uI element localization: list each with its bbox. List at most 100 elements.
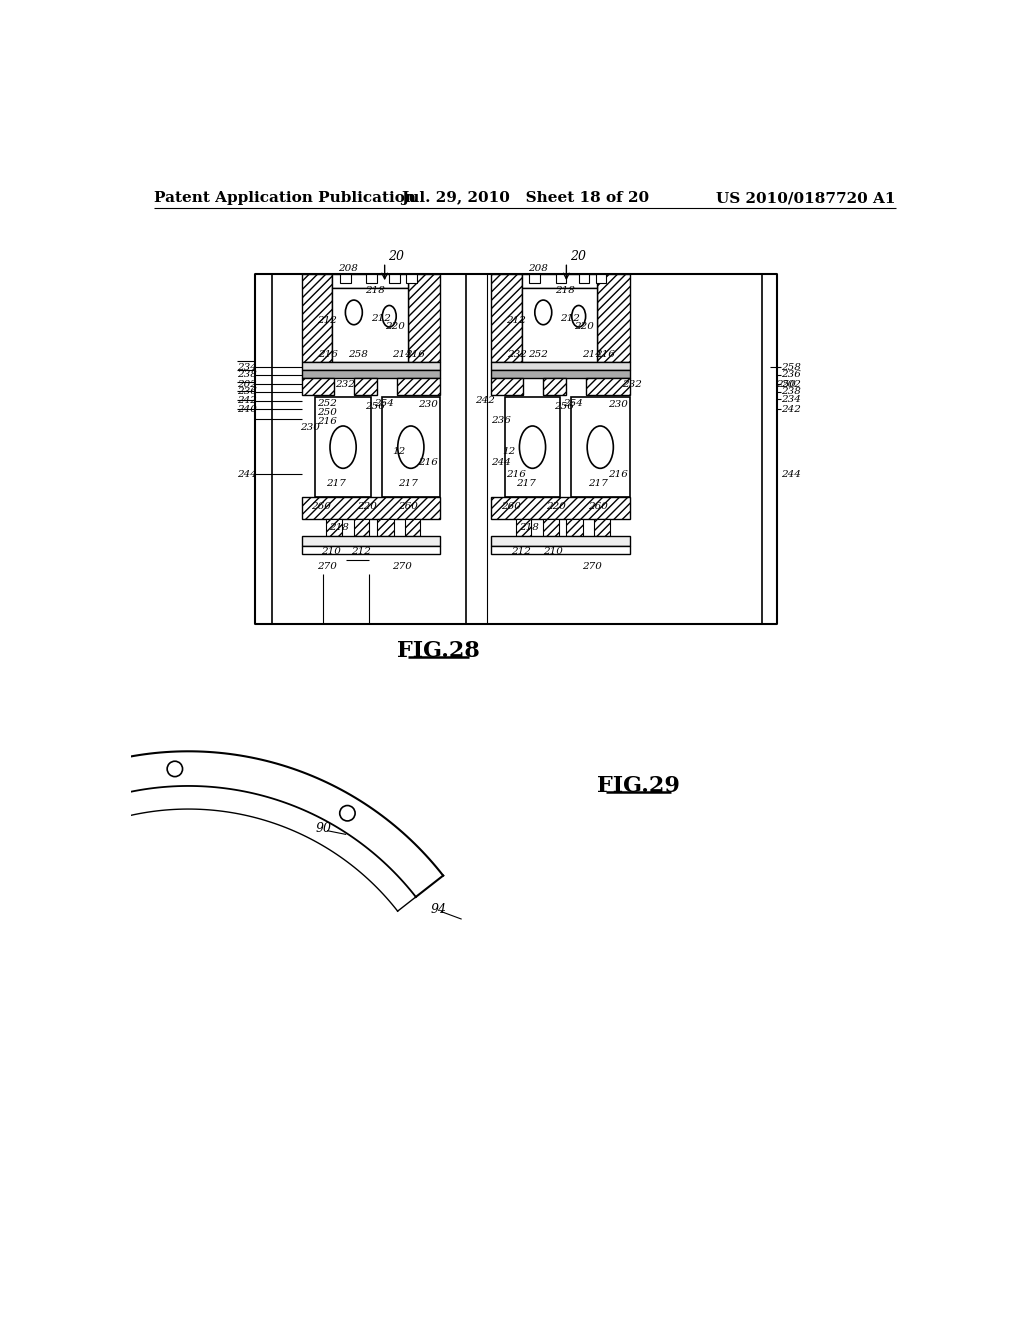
Circle shape <box>340 805 355 821</box>
Text: 234: 234 <box>237 363 257 371</box>
Text: 216: 216 <box>316 417 337 426</box>
Text: 216: 216 <box>419 458 438 467</box>
Text: 232: 232 <box>335 380 354 389</box>
Text: 220: 220 <box>385 322 404 331</box>
Text: 94: 94 <box>431 903 446 916</box>
Bar <box>301 275 333 363</box>
Bar <box>556 275 566 284</box>
Bar <box>301 370 440 378</box>
Text: 220: 220 <box>357 502 377 511</box>
Ellipse shape <box>587 426 613 469</box>
Text: Patent Application Publication: Patent Application Publication <box>154 191 416 206</box>
Text: 212: 212 <box>371 314 391 323</box>
Text: 218: 218 <box>366 286 385 296</box>
Text: 216: 216 <box>608 470 628 479</box>
Text: 208: 208 <box>528 264 548 273</box>
Text: FIG.29: FIG.29 <box>597 775 680 797</box>
Text: 212: 212 <box>511 546 530 556</box>
Text: 232: 232 <box>622 380 642 389</box>
Bar <box>301 498 440 519</box>
Text: 260: 260 <box>501 502 521 511</box>
Bar <box>515 519 531 536</box>
Bar <box>301 363 440 370</box>
Text: 252: 252 <box>316 399 337 408</box>
Text: 212: 212 <box>316 315 337 325</box>
Bar <box>255 275 272 624</box>
Ellipse shape <box>382 305 396 327</box>
Text: 230: 230 <box>300 424 319 433</box>
Bar <box>326 519 342 536</box>
Bar <box>490 536 630 546</box>
Bar <box>579 275 590 284</box>
Bar <box>490 546 630 554</box>
Text: 212: 212 <box>506 315 526 325</box>
Bar <box>566 519 584 536</box>
Text: 258: 258 <box>348 350 368 359</box>
Bar <box>404 519 420 536</box>
Bar <box>301 546 440 554</box>
Bar <box>315 397 371 498</box>
Text: 230: 230 <box>419 400 438 409</box>
Text: 217: 217 <box>326 479 346 488</box>
Ellipse shape <box>535 300 552 325</box>
Bar <box>490 498 630 519</box>
Bar <box>490 378 523 395</box>
Text: 270: 270 <box>316 562 337 572</box>
Text: FIG.28: FIG.28 <box>397 640 480 663</box>
Text: 20: 20 <box>388 251 404 264</box>
Bar <box>301 378 334 395</box>
Bar <box>544 519 559 536</box>
Text: 238: 238 <box>781 387 801 396</box>
Text: 270: 270 <box>582 562 602 572</box>
Bar <box>490 363 630 370</box>
Bar <box>594 519 609 536</box>
Text: 214: 214 <box>392 350 413 359</box>
Text: 217: 217 <box>398 479 419 488</box>
Bar <box>408 275 440 363</box>
Ellipse shape <box>397 426 424 469</box>
Text: 202: 202 <box>781 380 801 388</box>
Text: 254: 254 <box>563 399 584 408</box>
Bar <box>587 378 630 395</box>
Text: 244: 244 <box>781 470 801 479</box>
Bar <box>354 378 377 395</box>
Text: 210: 210 <box>322 546 341 556</box>
Text: 216: 216 <box>595 350 614 359</box>
Text: 218: 218 <box>330 524 349 532</box>
Text: 202: 202 <box>237 380 257 388</box>
Text: 260: 260 <box>588 502 608 511</box>
Text: 254: 254 <box>374 399 394 408</box>
Text: 208: 208 <box>339 264 358 273</box>
Text: 220: 220 <box>547 502 566 511</box>
Ellipse shape <box>330 426 356 469</box>
Text: 216: 216 <box>317 350 338 359</box>
Circle shape <box>167 762 182 776</box>
Bar <box>333 288 408 363</box>
Text: 216: 216 <box>406 350 425 359</box>
Bar <box>544 378 566 395</box>
Bar <box>762 275 777 624</box>
Text: 250: 250 <box>776 380 796 389</box>
Text: 244: 244 <box>490 458 511 467</box>
Bar <box>490 275 521 363</box>
Text: 232: 232 <box>507 350 527 359</box>
Text: 20: 20 <box>570 251 586 264</box>
Bar <box>389 275 400 284</box>
Text: Jul. 29, 2010   Sheet 18 of 20: Jul. 29, 2010 Sheet 18 of 20 <box>400 191 649 206</box>
Text: 238: 238 <box>237 371 257 379</box>
Bar <box>377 519 394 536</box>
Bar <box>407 275 417 284</box>
Text: 218: 218 <box>555 286 574 296</box>
Bar <box>382 397 440 498</box>
Text: 242: 242 <box>781 405 801 414</box>
Text: 252: 252 <box>528 350 548 359</box>
Text: 270: 270 <box>392 562 413 572</box>
Bar <box>397 378 440 395</box>
Text: 236: 236 <box>781 371 801 379</box>
Text: 260: 260 <box>398 502 419 511</box>
Text: 220: 220 <box>574 322 594 331</box>
Bar <box>597 275 630 363</box>
Text: 234: 234 <box>781 395 801 404</box>
Text: 240: 240 <box>237 405 257 414</box>
Text: 217: 217 <box>515 479 536 488</box>
